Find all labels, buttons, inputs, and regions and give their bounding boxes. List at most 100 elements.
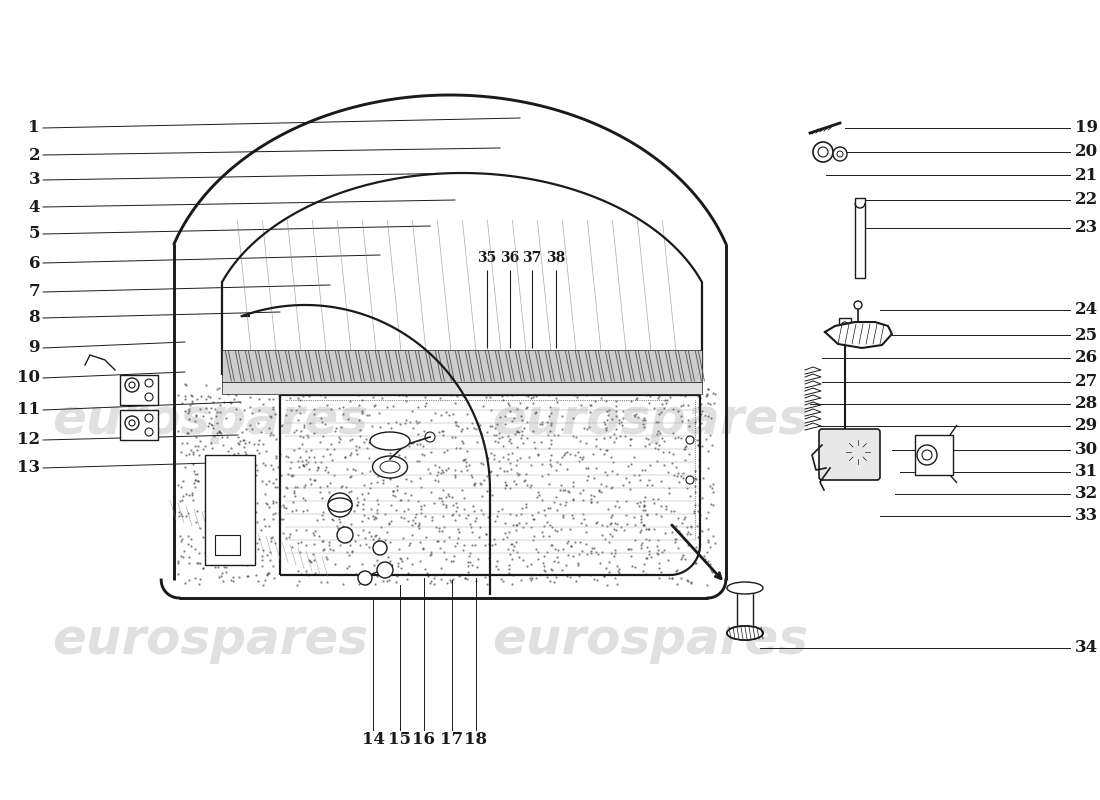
Point	[343, 545, 361, 558]
Point	[390, 449, 408, 462]
Point	[296, 494, 314, 506]
Point	[382, 554, 399, 567]
Point	[652, 406, 670, 418]
Point	[625, 510, 642, 523]
Point	[213, 430, 231, 443]
Point	[478, 578, 496, 590]
Point	[554, 542, 572, 555]
Point	[411, 554, 429, 567]
Point	[519, 401, 537, 414]
Point	[421, 577, 439, 590]
Point	[521, 574, 539, 586]
Point	[541, 401, 559, 414]
Text: eurospares: eurospares	[52, 396, 368, 444]
Point	[194, 442, 211, 455]
Point	[560, 378, 578, 390]
Point	[353, 488, 371, 501]
Text: 21: 21	[1075, 166, 1098, 183]
Point	[440, 530, 458, 543]
Point	[593, 546, 611, 558]
Text: eurospares: eurospares	[492, 396, 808, 444]
Point	[186, 468, 204, 481]
Point	[388, 484, 406, 497]
Point	[230, 437, 248, 450]
Point	[226, 530, 243, 542]
Point	[235, 404, 253, 417]
Point	[410, 454, 428, 467]
Point	[224, 378, 242, 390]
Point	[630, 499, 648, 512]
Point	[430, 492, 448, 505]
Point	[447, 396, 464, 409]
Point	[341, 539, 359, 552]
Point	[447, 505, 464, 518]
Point	[387, 416, 405, 429]
Point	[562, 540, 580, 553]
Text: 4: 4	[29, 198, 40, 215]
Point	[377, 463, 395, 476]
Point	[186, 474, 204, 486]
Point	[260, 501, 277, 514]
Point	[649, 534, 667, 547]
Point	[564, 430, 582, 442]
Point	[302, 443, 320, 456]
Point	[248, 469, 265, 482]
Point	[472, 478, 490, 490]
Point	[290, 400, 308, 413]
Point	[339, 562, 356, 575]
Point	[580, 462, 597, 474]
Point	[535, 557, 552, 570]
Point	[534, 494, 551, 506]
Point	[487, 469, 505, 482]
Point	[404, 513, 421, 526]
Point	[314, 415, 331, 428]
Point	[301, 473, 319, 486]
Point	[258, 567, 276, 580]
Point	[395, 505, 412, 518]
Point	[355, 383, 373, 396]
Point	[248, 569, 265, 582]
Point	[675, 443, 693, 456]
Point	[351, 414, 369, 426]
Point	[656, 544, 673, 557]
Point	[184, 494, 201, 506]
Point	[591, 556, 608, 569]
Point	[459, 422, 476, 434]
Point	[404, 529, 421, 542]
Circle shape	[125, 378, 139, 392]
Point	[267, 452, 285, 465]
Point	[430, 426, 448, 438]
Point	[343, 433, 361, 446]
Point	[527, 571, 544, 584]
Point	[201, 530, 219, 543]
Point	[570, 558, 587, 571]
Point	[422, 546, 440, 558]
Point	[666, 532, 683, 545]
Point	[680, 379, 697, 392]
Point	[278, 468, 296, 481]
Point	[607, 523, 625, 536]
Point	[254, 398, 272, 411]
Point	[605, 428, 623, 441]
Point	[602, 482, 619, 494]
Point	[316, 418, 333, 430]
Point	[444, 554, 462, 567]
Point	[330, 513, 348, 526]
Point	[648, 546, 666, 559]
Point	[626, 534, 644, 547]
Point	[370, 407, 387, 420]
Point	[341, 395, 359, 408]
Point	[212, 537, 230, 550]
Point	[292, 430, 309, 442]
Point	[666, 432, 683, 445]
Point	[319, 466, 337, 478]
Point	[557, 446, 574, 459]
Point	[696, 409, 714, 422]
Point	[542, 521, 560, 534]
Point	[440, 490, 458, 502]
Point	[389, 556, 407, 569]
Point	[202, 550, 220, 562]
Point	[404, 404, 421, 417]
Point	[629, 411, 647, 424]
Point	[293, 568, 310, 581]
